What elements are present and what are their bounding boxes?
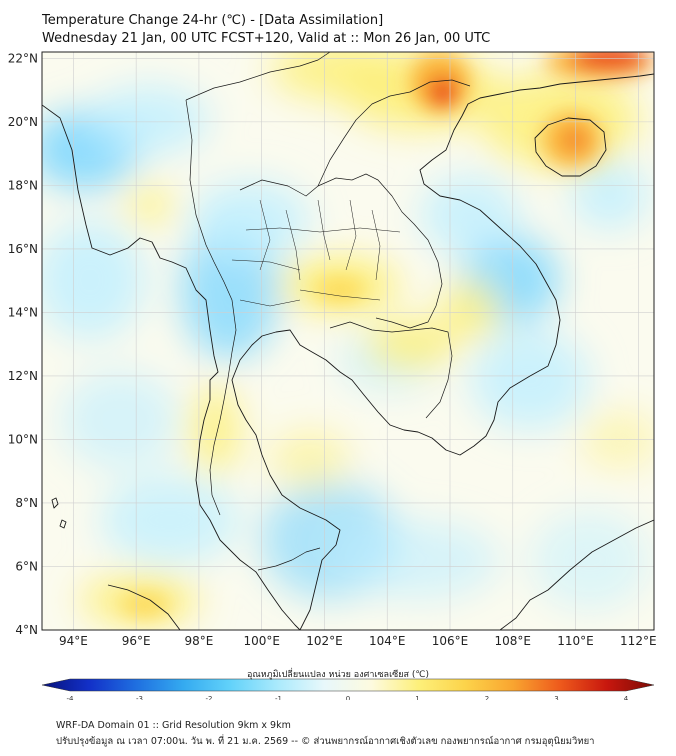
lat-tick-label: 10°N: [8, 432, 38, 446]
country-border-cambodia: [329, 321, 453, 419]
country-border-vietnam-laos: [317, 79, 471, 187]
latitude-tick-labels: 22°N 20°N 18°N 16°N 14°N 12°N 10°N 8°N 6°N 4°N: [8, 51, 38, 637]
lon-tick-label: 108°E: [495, 634, 532, 648]
colorbar-tick-label: -4: [67, 695, 75, 700]
colorbar-tick-label: 2: [485, 695, 489, 700]
lon-tick-label: 96°E: [122, 634, 151, 648]
colorbar: -4 -3 -2 -1 0 1 2 3 4: [41, 678, 655, 700]
field-layer: [42, 52, 654, 630]
country-border-thailand-laos: [239, 173, 443, 329]
thailand-provinces: [231, 199, 401, 307]
lat-tick-label: 4°N: [15, 623, 38, 637]
lon-tick-label: 104°E: [369, 634, 406, 648]
lat-tick-label: 20°N: [8, 115, 38, 129]
map-subtitle: Wednesday 21 Jan, 00 UTC FCST+120, Valid…: [42, 31, 491, 46]
lat-tick-label: 16°N: [8, 242, 38, 256]
lat-tick-label: 12°N: [8, 369, 38, 383]
lat-tick-label: 8°N: [15, 496, 38, 510]
colorbar-tick-label: 3: [554, 695, 558, 700]
colorbar-tick-label: 0: [346, 695, 350, 700]
gulf-coastline: [231, 73, 654, 630]
lat-tick-label: 14°N: [8, 305, 38, 319]
graticule: [42, 52, 654, 631]
lon-tick-label: 102°E: [306, 634, 343, 648]
sumatra-coastline: [107, 584, 181, 630]
country-border-myanmar-thailand: [185, 99, 237, 516]
map-frame: [41, 51, 655, 631]
andaman-islands: [51, 497, 67, 529]
lat-tick-label: 22°N: [8, 51, 38, 65]
hainan-island: [534, 117, 607, 177]
footer-update-info: ปรับปรุงข้อมูล ณ เวลา 07:00น. วัน พ. ที่…: [56, 736, 595, 747]
lat-tick-label: 18°N: [8, 178, 38, 192]
coastlines-and-borders: [42, 52, 654, 630]
footer-domain-info: WRF-DA Domain 01 :: Grid Resolution 9km …: [56, 720, 291, 731]
lon-tick-label: 112°E: [620, 634, 657, 648]
country-border-china: [185, 52, 331, 101]
longitude-tick-labels: 94°E 96°E 98°E 100°E 102°E 104°E 106°E 108°E 110…: [59, 634, 657, 648]
colorbar-ticks: -4 -3 -2 -1 0 1 2 3 4: [67, 695, 629, 700]
colorbar-label: อุณหภูมิเปลี่ยนแปลง หน่วย องศาเซลเซียส (…: [246, 670, 430, 680]
lon-tick-label: 106°E: [432, 634, 469, 648]
temperature-change-map: 94°E 96°E 98°E 100°E 102°E 104°E 106°E 108°E 110…: [8, 51, 657, 700]
map-title: Temperature Change 24-hr (℃) - [Data Ass…: [42, 13, 384, 28]
colorbar-tick-label: 4: [624, 695, 629, 700]
lon-tick-label: 94°E: [59, 634, 88, 648]
colorbar-tick-label: -3: [136, 695, 143, 700]
colorbar-tick-label: -1: [275, 695, 282, 700]
colorbar-tick-label: 1: [415, 695, 419, 700]
malaysia-border: [257, 547, 321, 571]
colorbar-bar: [41, 678, 655, 692]
lon-tick-label: 110°E: [557, 634, 594, 648]
temperature-field-hotspots: [120, 52, 654, 617]
borneo-coastline: [499, 519, 654, 630]
lon-tick-label: 98°E: [184, 634, 213, 648]
lat-tick-label: 6°N: [15, 559, 38, 573]
colorbar-tick-label: -2: [206, 695, 213, 700]
lon-tick-label: 100°E: [243, 634, 280, 648]
mainland-coastline: [42, 104, 301, 630]
